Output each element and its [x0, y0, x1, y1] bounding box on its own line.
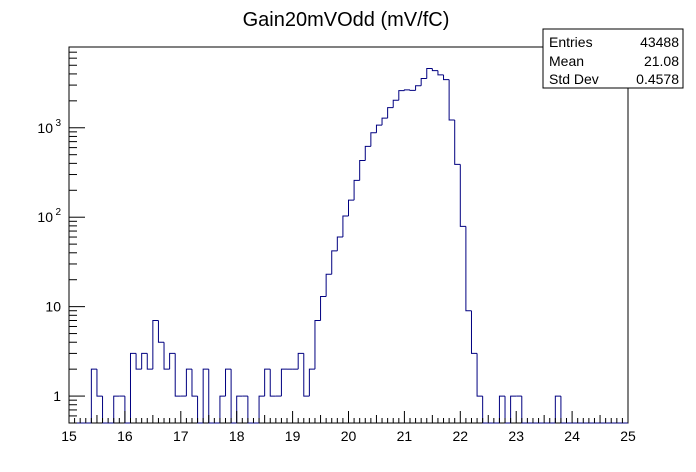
histogram-bin — [269, 369, 276, 397]
histogram-bin — [185, 368, 192, 397]
histogram-bin — [208, 369, 215, 424]
histogram-bin — [297, 352, 304, 370]
y-tick-exponent: 2 — [55, 207, 61, 218]
histogram-bin — [398, 90, 405, 101]
chart-title: Gain20mVOdd (mV/fC) — [243, 9, 450, 31]
histogram-bin — [163, 342, 170, 370]
histogram-bin — [331, 250, 338, 275]
histogram-bin — [124, 396, 131, 424]
histogram-bin — [554, 395, 561, 423]
histogram-bin — [141, 352, 148, 370]
x-tick-label: 17 — [173, 428, 189, 444]
histogram-bin — [191, 369, 198, 397]
histogram-bin — [470, 310, 478, 354]
histogram-bin — [370, 132, 377, 147]
histogram-bin — [364, 145, 371, 161]
histogram-bin — [482, 396, 489, 424]
y-tick-label: 10 — [45, 299, 61, 315]
x-tick-label: 15 — [61, 428, 77, 444]
histogram-bin — [303, 353, 310, 397]
histogram-bin — [381, 117, 388, 126]
histogram-bin — [521, 396, 528, 424]
histogram-bin — [403, 89, 410, 91]
x-tick-label: 18 — [229, 428, 245, 444]
stats-entries-label: Entries — [549, 34, 593, 50]
histogram-bin — [225, 368, 232, 397]
histogram-bin — [465, 226, 472, 312]
stats-stddev-label: Std Dev — [549, 71, 599, 87]
histogram-bin — [320, 295, 327, 321]
histogram-bin — [437, 70, 444, 76]
histogram-layer — [69, 67, 628, 424]
histogram-bin — [560, 396, 567, 424]
stats-stddev-value: 0.4578 — [636, 71, 679, 87]
histogram-bin — [420, 78, 427, 86]
histogram-bin — [113, 395, 120, 423]
stats-mean-label: Mean — [549, 53, 584, 69]
histogram-bin — [443, 74, 450, 81]
stats-box: Entries 43488 Mean 21.08 Std Dev 0.4578 — [542, 28, 684, 89]
histogram-bin — [448, 79, 455, 121]
histogram-bin — [325, 273, 332, 297]
histogram-bin — [202, 368, 209, 423]
histogram-bin — [280, 368, 288, 397]
x-tick-label: 23 — [508, 428, 524, 444]
histogram-bin — [348, 199, 355, 217]
histogram-bin — [174, 353, 181, 397]
histogram-bin — [135, 353, 142, 370]
histogram-bin — [96, 369, 103, 397]
histogram-bin — [510, 395, 517, 423]
stats-box-frame — [542, 28, 684, 89]
histogram-bin — [504, 396, 511, 424]
x-tick-label: 16 — [117, 428, 133, 444]
y-tick-exponent: 3 — [55, 118, 61, 129]
x-tick-label: 24 — [564, 428, 580, 444]
histogram-bin — [459, 164, 466, 227]
histogram-bin — [415, 85, 422, 91]
histogram-bin — [247, 396, 254, 424]
histogram-bin — [387, 107, 394, 119]
histogram-bin — [102, 396, 109, 424]
histogram-bin — [157, 320, 165, 343]
histogram-bin — [375, 124, 383, 133]
histogram-bin — [129, 352, 137, 423]
histogram-bin — [392, 99, 399, 108]
histogram-bin — [476, 353, 483, 397]
histogram-bin — [197, 396, 204, 424]
histogram-bin — [90, 368, 97, 423]
histogram-bin — [342, 215, 349, 238]
histogram-bin — [314, 319, 321, 370]
histogram-bin — [146, 353, 153, 370]
x-tick-label: 20 — [341, 428, 357, 444]
y-tick-label: 10 — [37, 120, 53, 136]
x-tick-label: 22 — [453, 428, 469, 444]
y-tick-label: 10 — [37, 209, 53, 225]
histogram-bin — [454, 120, 461, 165]
histogram-bin — [498, 395, 506, 423]
histogram-bin — [431, 68, 438, 72]
histogram-bin — [308, 368, 315, 397]
histogram-bin — [426, 67, 433, 79]
x-tick-label: 19 — [285, 428, 301, 444]
histogram-bin — [264, 368, 271, 397]
histogram-bin — [359, 160, 366, 181]
histogram-bin — [152, 319, 159, 370]
histogram-bin — [353, 179, 360, 201]
histogram-bin — [230, 369, 237, 424]
x-axis: 15 16 17 18 19 20 21 22 23 24 25 — [61, 411, 636, 444]
histogram-bin — [219, 395, 226, 423]
stats-entries-value: 43488 — [640, 34, 679, 50]
x-tick-label: 25 — [620, 428, 636, 444]
x-tick-label: 21 — [397, 428, 413, 444]
y-tick-label: 1 — [53, 388, 61, 404]
histogram-bin — [169, 352, 176, 370]
histogram-bin — [258, 395, 265, 423]
stats-mean-value: 21.08 — [644, 53, 679, 69]
histogram-bin — [336, 236, 343, 251]
histogram-bin — [236, 395, 243, 423]
